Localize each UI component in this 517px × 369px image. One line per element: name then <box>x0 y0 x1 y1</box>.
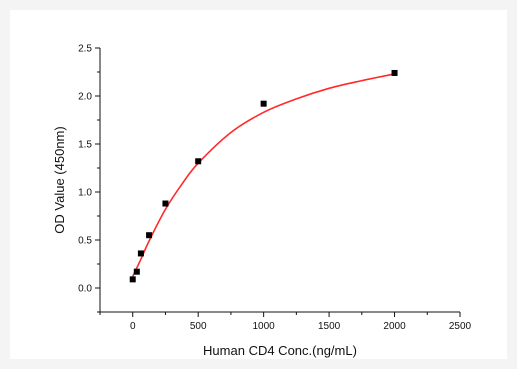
x-tick-label: 2000 <box>383 321 406 332</box>
data-point <box>129 276 136 283</box>
y-tick-label: 2.0 <box>78 92 92 103</box>
y-tick-label: 0.0 <box>78 284 92 295</box>
x-tick-label: 500 <box>190 321 207 332</box>
x-tick-label: 2500 <box>449 321 472 332</box>
x-axis-title: Human CD4 Conc.(ng/mL) <box>203 343 357 358</box>
x-tick-label: 0 <box>130 321 136 332</box>
x-tick-label: 1000 <box>253 321 276 332</box>
y-tick-label: 2.5 <box>78 44 92 55</box>
y-tick-label: 0.5 <box>78 236 92 247</box>
x-ticks: 0 500 1000 1500 2000 2500 <box>99 312 472 332</box>
data-point <box>195 158 202 165</box>
data-point <box>146 232 153 239</box>
x-tick-label: 1500 <box>318 321 341 332</box>
data-point <box>391 69 398 76</box>
y-axis-title: OD Value (450nm) <box>52 126 67 233</box>
data-point <box>260 100 267 107</box>
y-tick-label: 1.5 <box>78 140 92 151</box>
data-point <box>137 250 144 257</box>
data-point <box>133 268 140 275</box>
figure-panel <box>10 10 507 359</box>
axes-group: 0 500 1000 1500 2000 2500 0.0 0.5 1.0 1.5 2.0 2.5 <box>78 44 471 333</box>
data-points <box>129 69 398 283</box>
data-point <box>162 200 169 207</box>
y-ticks: 0.0 0.5 1.0 1.5 2.0 2.5 <box>78 44 100 313</box>
y-tick-label: 1.0 <box>78 188 92 199</box>
